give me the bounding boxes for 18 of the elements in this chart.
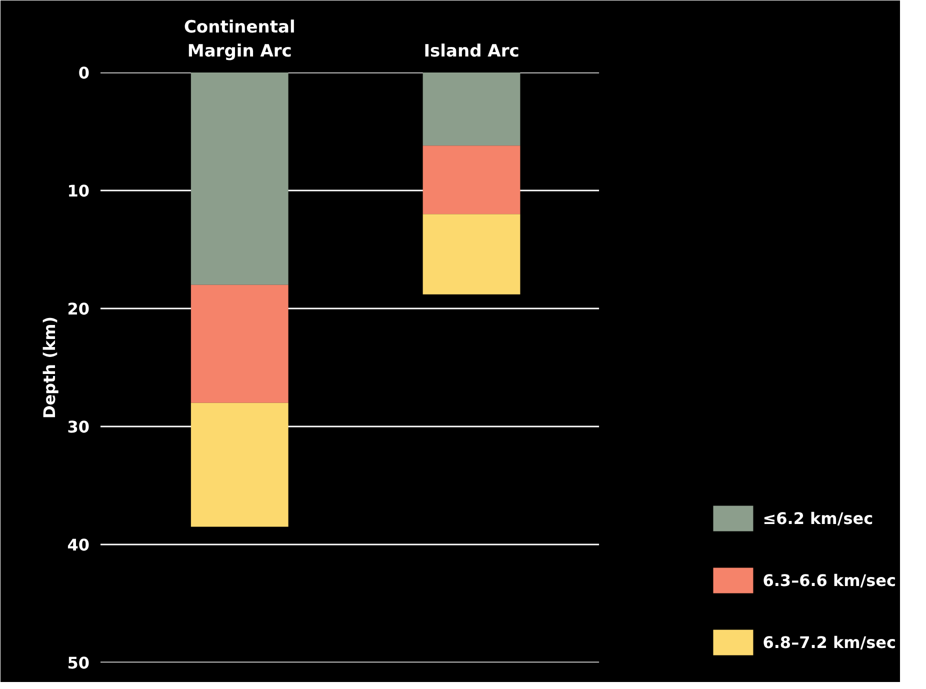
x-tick-label: Continental Margin Arc <box>184 18 296 62</box>
y-tick-label: 50 <box>67 654 90 672</box>
legend-label: 6.8–7.2 km/sec <box>762 632 896 652</box>
x-tick-label: Island Arc <box>424 42 520 62</box>
bar <box>190 402 288 527</box>
legend-label: ≤6.2 km/sec <box>762 508 874 528</box>
y-tick-label: 0 <box>78 64 90 82</box>
y-tick-label: 20 <box>67 300 90 318</box>
bar <box>422 214 520 294</box>
y-tick-label: 40 <box>67 536 90 554</box>
bar <box>422 146 520 214</box>
y-tick-label: 10 <box>67 182 90 200</box>
bar <box>190 284 288 403</box>
legend-label: 6.3–6.6 km/sec <box>762 570 896 590</box>
y-axis-title: Depth (km) <box>40 316 60 419</box>
y-tick-label: 30 <box>67 418 90 436</box>
bar <box>422 72 520 146</box>
bar <box>190 72 288 285</box>
